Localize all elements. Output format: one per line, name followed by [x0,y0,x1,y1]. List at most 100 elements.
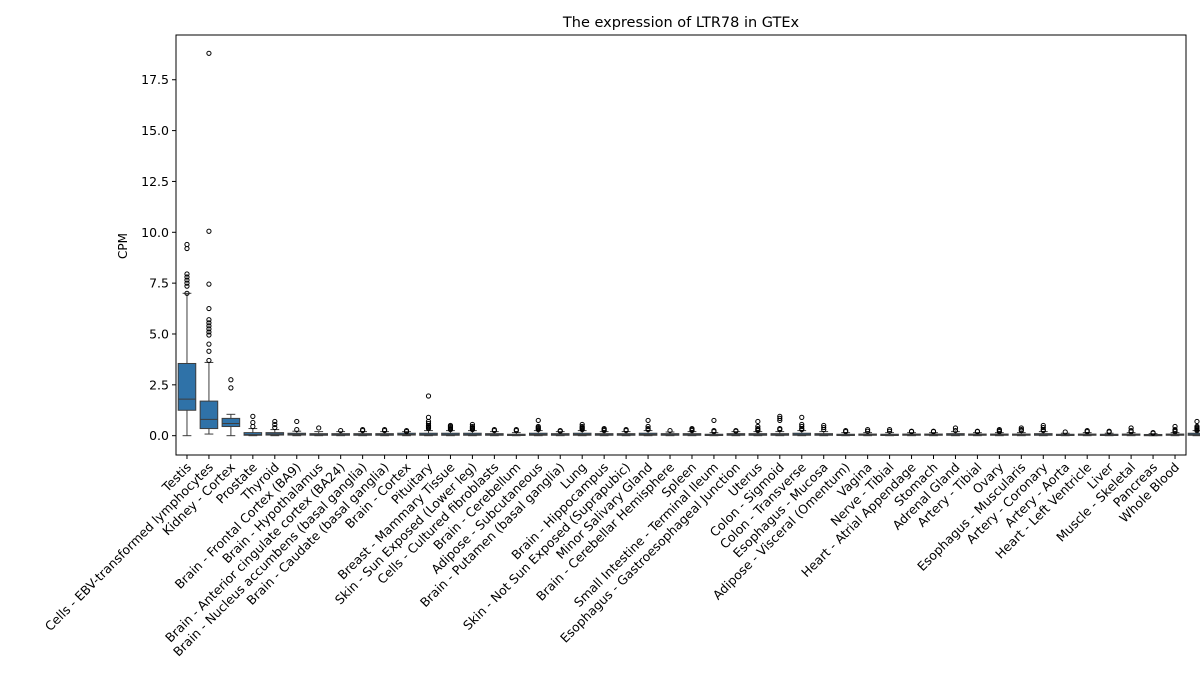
outlier-point [821,424,827,431]
outlier-point [799,423,805,430]
box-3 [243,413,263,437]
outlier-point [843,429,849,435]
y-tick-label: 10.0 [141,225,169,240]
outlier-point [777,415,783,421]
box-iqr [199,400,219,430]
outlier-point [865,428,871,434]
outlier-point [206,341,212,347]
y-axis: 0.0 2.5 5.0 7.5 10.0 12.5 15.0 17.5 [141,72,176,443]
outlier-point [689,427,695,434]
outlier-point [250,423,256,430]
outlier-point [1194,427,1200,434]
box-10 [397,427,416,437]
outlier-point [228,385,234,391]
outlier-point [206,305,212,312]
box-21 [638,417,658,437]
box-45 [1165,423,1185,437]
box-33 [902,428,921,437]
y-tick-label: 17.5 [141,72,169,87]
outlier-point [733,428,739,434]
box-iqr [221,417,241,428]
outlier-point [645,423,651,430]
outlier-point [294,426,300,433]
outlier-point [469,426,476,433]
outlier-point [711,429,717,435]
outlier-point [1018,427,1024,434]
outlier-point [777,417,783,424]
box-series [177,50,1200,437]
box-25 [726,427,746,437]
outlier-point [184,283,190,289]
outlier-point [316,425,322,431]
box-29 [814,422,833,437]
outlier-point [557,428,563,434]
box-6 [309,425,329,437]
box-40 [1055,429,1075,437]
y-tick-label: 2.5 [149,377,169,392]
box-27 [770,413,790,437]
y-tick-label: 5.0 [149,326,169,341]
outlier-point [403,429,410,435]
outlier-point [865,426,871,433]
box-24 [704,417,724,437]
outlier-point [425,393,432,399]
box-5 [287,418,307,437]
outlier-point [206,323,212,329]
box-15 [507,426,526,437]
box-17 [550,427,570,437]
box-23 [682,425,702,437]
outlier-point [272,424,278,431]
box-37 [990,426,1009,437]
outlier-point [535,426,541,433]
plot-frame [175,34,1187,456]
box-20 [616,426,636,437]
box-43 [1121,425,1141,437]
box-22 [660,427,680,437]
outlier-point [360,427,366,434]
outlier-point [1128,429,1134,435]
outlier-point [667,427,673,434]
outlier-point [447,426,454,433]
outlier-point [184,277,190,283]
box-1 [199,50,219,435]
outlier-point [184,271,190,277]
y-tick-label: 7.5 [149,276,169,291]
box-18 [572,421,592,437]
outlier-point [425,425,432,432]
box-8 [353,426,372,437]
outlier-point [1150,430,1156,436]
outlier-point [184,290,190,296]
box-19 [594,425,614,437]
outlier-point [206,329,212,335]
outlier-point [513,427,519,434]
outlier-point [206,332,212,338]
outlier-point [1084,429,1090,435]
outlier-point [381,427,388,434]
box-38 [1012,425,1031,437]
box-14 [485,426,504,437]
outlier-point [1040,427,1046,434]
box-16 [529,417,548,437]
outlier-point [645,426,651,433]
box-39 [1034,422,1053,437]
box-9 [375,426,394,437]
box-11 [419,393,438,437]
outlier-point [799,426,805,433]
box-7 [331,427,350,437]
box-4 [265,418,285,437]
box-41 [1077,427,1097,437]
chart-title: The expression of LTR78 in GTEx [562,15,800,31]
outlier-point [579,426,585,433]
box-34 [924,428,943,437]
outlier-point [250,413,256,419]
box-iqr [177,362,197,411]
outlier-point [996,429,1002,435]
outlier-point [206,317,212,323]
y-axis-label: CPM [116,233,130,259]
box-26 [748,418,768,437]
box-42 [1099,428,1119,437]
outlier-point [206,281,212,287]
outlier-point [645,417,651,424]
